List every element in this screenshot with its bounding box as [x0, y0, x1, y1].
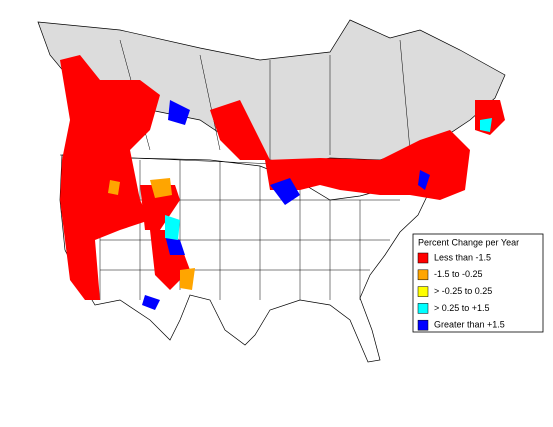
moderate-increase-regions — [165, 118, 492, 240]
moderate-decline-regions — [108, 178, 195, 290]
legend-swatch — [417, 303, 429, 314]
legend-label: > 0.25 to +1.5 — [434, 303, 490, 313]
legend-swatch — [417, 269, 429, 281]
legend-box — [412, 233, 544, 333]
legend-label: Greater than +1.5 — [434, 320, 505, 330]
legend-label: -1.5 to -0.25 — [434, 269, 483, 279]
legend-label: > -0.25 to 0.25 — [434, 286, 492, 296]
legend-title: Percent Change per Year — [418, 237, 519, 247]
legend-swatch — [417, 286, 429, 297]
legend-swatch — [417, 319, 429, 331]
increase-regions — [142, 100, 430, 310]
legend-swatch — [417, 252, 429, 264]
legend-label: Less than -1.5 — [434, 252, 491, 262]
legend: Percent Change per Year Less than -1.5 -1… — [412, 233, 544, 333]
